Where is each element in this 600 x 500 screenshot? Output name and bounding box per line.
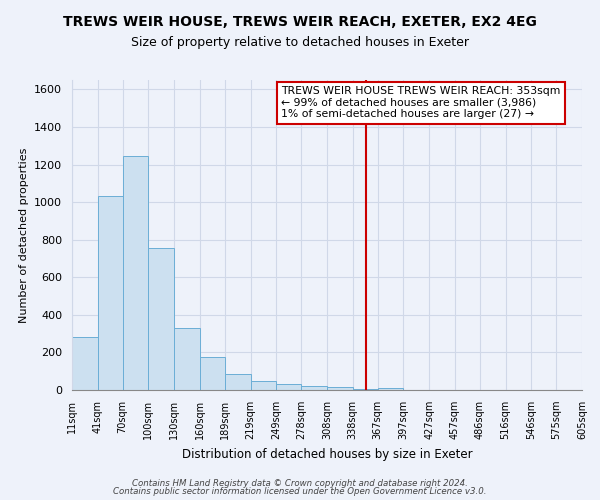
- Text: Size of property relative to detached houses in Exeter: Size of property relative to detached ho…: [131, 36, 469, 49]
- Bar: [277, 384, 301, 390]
- Bar: [301, 386, 327, 390]
- Bar: [148, 248, 174, 390]
- Text: TREWS WEIR HOUSE, TREWS WEIR REACH, EXETER, EX2 4EG: TREWS WEIR HOUSE, TREWS WEIR REACH, EXET…: [63, 16, 537, 30]
- Bar: [200, 357, 225, 390]
- Y-axis label: Number of detached properties: Number of detached properties: [19, 148, 29, 322]
- Text: Contains public sector information licensed under the Open Government Licence v3: Contains public sector information licen…: [113, 487, 487, 496]
- X-axis label: Distribution of detached houses by size in Exeter: Distribution of detached houses by size …: [182, 448, 472, 460]
- Bar: [122, 156, 148, 390]
- Bar: [72, 338, 98, 390]
- Text: Contains HM Land Registry data © Crown copyright and database right 2024.: Contains HM Land Registry data © Crown c…: [132, 478, 468, 488]
- Text: TREWS WEIR HOUSE TREWS WEIR REACH: 353sqm
← 99% of detached houses are smaller (: TREWS WEIR HOUSE TREWS WEIR REACH: 353sq…: [281, 86, 560, 120]
- Bar: [225, 374, 251, 390]
- Bar: [251, 380, 277, 390]
- Bar: [174, 328, 200, 390]
- Bar: [377, 388, 403, 390]
- Bar: [353, 389, 377, 390]
- Bar: [327, 387, 353, 390]
- Bar: [98, 196, 122, 390]
